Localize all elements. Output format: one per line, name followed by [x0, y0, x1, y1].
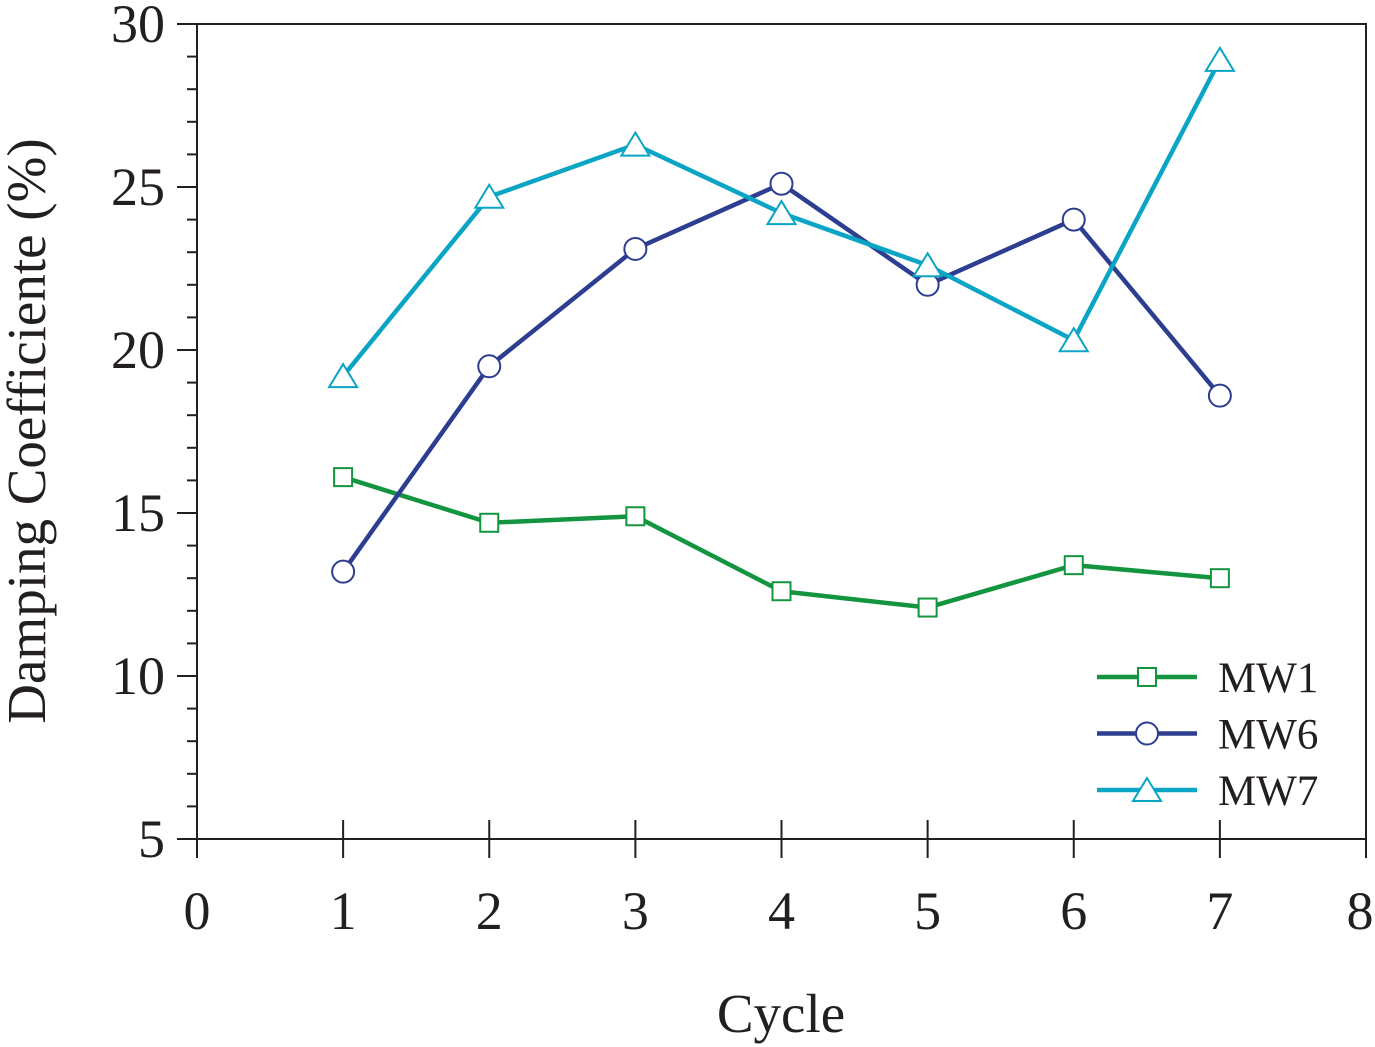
x-tick-label: 0: [184, 881, 211, 941]
legend-marker-mw1: [1137, 667, 1157, 687]
data-point-mw1-6: [1063, 555, 1084, 576]
y-axis-title: Damping Coefficiente (%): [0, 138, 57, 723]
data-series: [327, 45, 1236, 618]
y-axis-ticks: [177, 23, 197, 840]
data-point-mw6-4: [769, 171, 794, 196]
data-point-mw6-7: [1207, 383, 1232, 408]
x-tick-label: 8: [1347, 881, 1374, 941]
x-axis-title: Cycle: [717, 983, 845, 1044]
series-mw6: [331, 171, 1232, 584]
y-axis-tick-labels: 5 10 15 20 25 30: [111, 0, 165, 869]
y-tick-label: 5: [138, 809, 165, 869]
data-point-mw1-1: [333, 467, 354, 488]
legend-item-mw1: MW1: [1097, 655, 1318, 702]
plot-frame: [196, 23, 1367, 840]
x-tick-label: 3: [622, 881, 649, 941]
data-point-mw7-7: [1204, 45, 1236, 72]
legend-item-mw7: MW7: [1097, 768, 1318, 815]
data-point-mw6-6: [1061, 207, 1086, 232]
x-tick-label: 6: [1060, 881, 1087, 941]
series-mw1: [333, 467, 1230, 618]
data-point-mw1-3: [625, 506, 646, 527]
data-point-mw6-3: [623, 236, 648, 261]
legend-marker-mw6: [1135, 721, 1159, 746]
x-tick-label: 5: [914, 881, 941, 941]
x-tick-label: 4: [768, 881, 795, 941]
legend: MW1 MW6 MW7: [1097, 655, 1318, 815]
series-line-mw6: [341, 181, 1222, 573]
data-point-mw7-6: [1057, 326, 1090, 353]
x-axis-tick-labels: 0 1 2 3 4 5 6 7 8: [184, 881, 1374, 941]
legend-marker-mw7: [1131, 776, 1163, 802]
data-point-mw1-4: [771, 581, 792, 602]
legend-item-mw6: MW6: [1097, 712, 1318, 759]
series-mw7: [327, 45, 1236, 389]
data-point-mw1-7: [1209, 568, 1230, 589]
data-point-mw1-2: [479, 512, 500, 533]
legend-label-mw6: MW6: [1218, 712, 1318, 759]
y-tick-label: 20: [111, 320, 165, 380]
data-point-mw7-2: [473, 182, 506, 209]
data-point-mw7-4: [765, 199, 798, 226]
x-axis-ticks: [196, 820, 1367, 858]
y-tick-label: 30: [111, 0, 165, 54]
x-tick-label: 2: [476, 881, 503, 941]
data-point-mw6-2: [477, 354, 502, 379]
y-tick-label: 25: [111, 157, 165, 217]
data-point-mw7-3: [619, 130, 652, 157]
data-point-mw7-5: [911, 251, 944, 278]
x-tick-label: 1: [330, 881, 357, 941]
data-point-mw1-5: [917, 597, 938, 618]
x-tick-label: 7: [1206, 881, 1233, 941]
y-tick-label: 15: [111, 483, 165, 543]
data-point-mw7-1: [327, 362, 359, 389]
legend-label-mw7: MW7: [1218, 768, 1318, 815]
y-tick-label: 10: [111, 646, 165, 706]
legend-label-mw1: MW1: [1218, 655, 1318, 702]
data-point-mw6-1: [331, 559, 356, 584]
